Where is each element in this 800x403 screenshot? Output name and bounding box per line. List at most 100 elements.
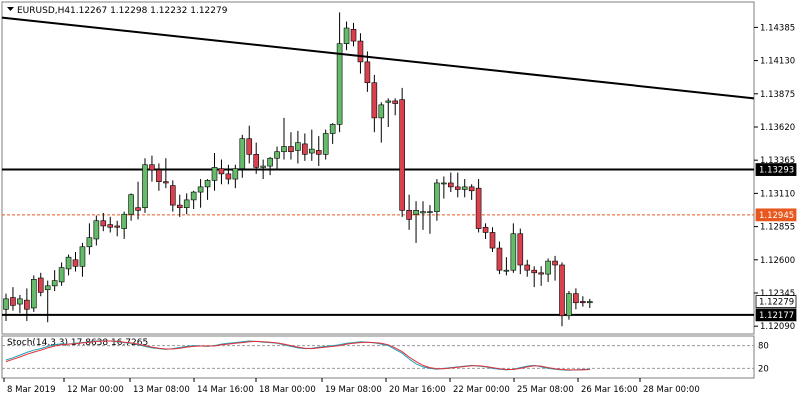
time-tick-label: 14 Mar 16:00 xyxy=(197,385,254,395)
candle xyxy=(183,193,190,215)
candle-body xyxy=(176,204,183,209)
candle-body xyxy=(30,279,37,309)
candle-body xyxy=(190,191,197,201)
price-axis[interactable]: 1.14385 1.14130 1.13875 1.13620 1.13365 1.131… xyxy=(754,23,795,332)
candle-body xyxy=(239,138,246,169)
candle-body xyxy=(100,220,107,227)
stoch-level-label: 20 xyxy=(758,364,769,374)
menu-triangle-icon[interactable] xyxy=(7,7,14,11)
candle xyxy=(392,98,399,116)
candle-body xyxy=(142,164,148,209)
price-label-text: 1.12279 xyxy=(759,298,794,308)
candle xyxy=(260,159,266,180)
candle xyxy=(336,12,343,133)
candle xyxy=(357,33,364,74)
candle-body xyxy=(461,186,468,190)
price-tick-label: 1.12345 xyxy=(760,289,795,299)
candle xyxy=(100,212,107,232)
candle xyxy=(531,266,538,288)
candle-body xyxy=(496,247,503,271)
candle-body xyxy=(552,260,558,266)
candle xyxy=(253,142,259,174)
candle-body xyxy=(475,187,482,229)
candle xyxy=(176,194,183,217)
horizontal-lines xyxy=(2,168,754,316)
candle xyxy=(128,193,134,221)
time-axis[interactable]: 8 Mar 2019 12 Mar 00:00 13 Mar 08:00 14 Mar… xyxy=(3,378,700,395)
candle-body xyxy=(447,182,454,188)
candle-body xyxy=(156,169,162,182)
candle-body xyxy=(10,297,16,306)
candle xyxy=(566,291,572,320)
candle-body xyxy=(170,185,176,206)
candle-body xyxy=(232,168,239,180)
candle-body xyxy=(503,269,510,272)
candle-body xyxy=(343,27,350,44)
candle-body xyxy=(302,143,308,155)
candle xyxy=(302,133,308,161)
price-tick-label: 1.12090 xyxy=(760,322,795,332)
price-label-box xyxy=(755,308,797,322)
candle xyxy=(573,288,579,310)
price-label: 1.12945 xyxy=(755,208,797,222)
candle xyxy=(163,158,169,189)
candle-body xyxy=(260,165,266,168)
candle-body xyxy=(17,298,23,305)
candle xyxy=(107,216,114,233)
candle xyxy=(24,288,30,321)
candle-body xyxy=(65,256,72,270)
candle xyxy=(545,258,551,282)
price-label: 1.13293 xyxy=(755,163,797,176)
candles xyxy=(3,12,593,327)
candle xyxy=(17,294,23,314)
candle xyxy=(204,179,211,200)
candle xyxy=(10,287,16,311)
candle xyxy=(580,296,586,307)
candle-body xyxy=(3,298,9,310)
candle-body xyxy=(517,233,524,266)
candle-body xyxy=(24,299,30,310)
candle xyxy=(447,172,454,193)
candle-body xyxy=(93,220,100,240)
candle xyxy=(399,87,405,217)
trend-line[interactable] xyxy=(1,16,755,100)
price-label-box xyxy=(755,163,797,176)
candle xyxy=(586,298,593,308)
candle-body xyxy=(322,133,329,155)
candle-body xyxy=(37,277,44,293)
price-label-text: 1.12945 xyxy=(759,211,794,221)
candle-body xyxy=(218,168,225,175)
candle-body xyxy=(315,150,322,155)
candle xyxy=(239,134,246,178)
candle-body xyxy=(86,237,93,248)
candle-body xyxy=(128,194,134,215)
downtrend-line[interactable] xyxy=(1,16,755,100)
candle-body xyxy=(392,100,399,104)
candle-body xyxy=(378,104,385,119)
candle xyxy=(114,220,120,237)
candle xyxy=(538,266,544,286)
candle-body xyxy=(51,280,58,287)
candle xyxy=(482,223,489,239)
candle-body xyxy=(413,210,419,215)
candle-body xyxy=(385,100,392,103)
price-labels: 1.13293 1.12945 1.12279 1.12177 xyxy=(755,163,797,322)
candle xyxy=(65,254,72,276)
candle xyxy=(489,227,496,252)
candle-body xyxy=(253,154,259,168)
candle xyxy=(475,179,482,233)
candle-body xyxy=(267,157,273,167)
candle xyxy=(308,129,315,161)
time-tick-label: 19 Mar 08:00 xyxy=(325,385,382,395)
candle-body xyxy=(135,207,141,211)
candle xyxy=(406,194,412,230)
candle-body xyxy=(441,182,447,185)
stoch-level-label: 80 xyxy=(758,342,769,352)
candle xyxy=(246,125,253,164)
candle-body xyxy=(580,301,586,304)
candle xyxy=(434,179,440,221)
price-label-box xyxy=(755,208,797,222)
candle xyxy=(218,159,225,185)
